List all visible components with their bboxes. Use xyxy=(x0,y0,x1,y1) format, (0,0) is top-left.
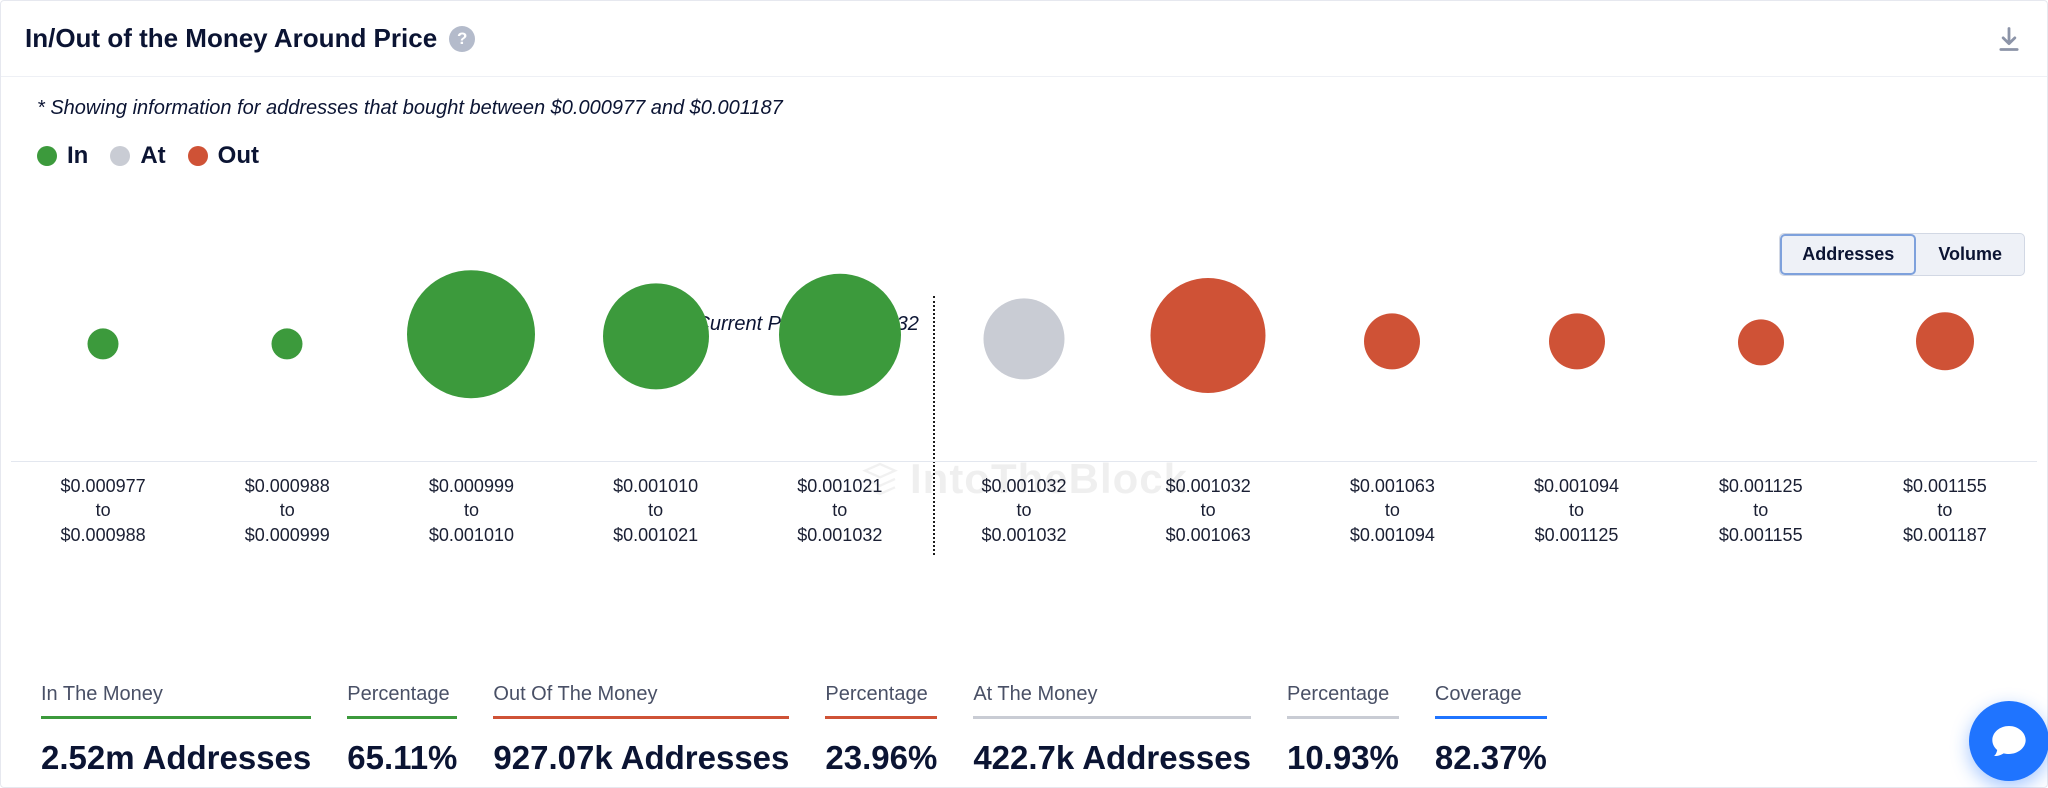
range-label: $0.000988to$0.000999 xyxy=(195,474,379,547)
bubble-cell xyxy=(1853,232,2037,461)
range-label: $0.001032to$0.001032 xyxy=(932,474,1116,547)
legend-item-out[interactable]: Out xyxy=(188,142,259,170)
bubble-cell xyxy=(1116,232,1300,461)
bubble-cell xyxy=(11,232,195,461)
bubble-cell xyxy=(564,232,748,461)
stat-value: 2.52m Addresses xyxy=(41,739,311,777)
range-label: $0.001125to$0.001155 xyxy=(1669,474,1853,547)
download-icon[interactable] xyxy=(1995,25,2023,53)
bubble[interactable] xyxy=(1916,312,1974,370)
help-icon[interactable]: ? xyxy=(449,26,475,52)
bubble-cell xyxy=(1669,232,1853,461)
bubble[interactable] xyxy=(1151,278,1266,393)
stat-block: Percentage 10.93% xyxy=(1287,683,1399,777)
range-label: $0.001155to$0.001187 xyxy=(1853,474,2037,547)
bubble-cell xyxy=(932,232,1116,461)
card-header: In/Out of the Money Around Price ? xyxy=(1,1,2047,77)
stat-value: 65.11% xyxy=(347,739,457,777)
range-label: $0.001010to$0.001021 xyxy=(564,474,748,547)
range-label: $0.001094to$0.001125 xyxy=(1484,474,1668,547)
stat-label: Coverage xyxy=(1435,683,1547,719)
stat-value: 82.37% xyxy=(1435,739,1547,777)
stat-block: At The Money 422.7k Addresses xyxy=(973,683,1251,777)
stat-value: 422.7k Addresses xyxy=(973,739,1251,777)
range-label: $0.000977to$0.000988 xyxy=(11,474,195,547)
card-title: In/Out of the Money Around Price xyxy=(25,23,437,54)
bubble-chart xyxy=(11,232,2037,462)
legend-item-in[interactable]: In xyxy=(37,142,88,170)
legend-label: Out xyxy=(218,142,259,170)
summary-stats: In The Money 2.52m Addresses Percentage 65.… xyxy=(41,683,2007,777)
legend-item-at[interactable]: At xyxy=(110,142,165,170)
bubble[interactable] xyxy=(272,328,303,359)
bubble[interactable] xyxy=(407,270,535,398)
bubble[interactable] xyxy=(1549,313,1605,369)
range-label: $0.001032to$0.001063 xyxy=(1116,474,1300,547)
legend-swatch xyxy=(188,146,208,166)
stat-block: Out Of The Money 927.07k Addresses xyxy=(493,683,789,777)
range-label: $0.000999to$0.001010 xyxy=(379,474,563,547)
chat-icon[interactable] xyxy=(1969,701,2048,781)
bubble[interactable] xyxy=(1738,319,1784,365)
range-note: * Showing information for addresses that… xyxy=(1,77,2047,120)
bubble-cell xyxy=(748,232,932,461)
bubble[interactable] xyxy=(88,328,119,359)
stat-label: At The Money xyxy=(973,683,1251,719)
stat-block: Percentage 65.11% xyxy=(347,683,457,777)
stat-label: In The Money xyxy=(41,683,311,719)
iotm-card: In/Out of the Money Around Price ? * Sho… xyxy=(0,0,2048,788)
bubble[interactable] xyxy=(603,283,709,389)
bubble[interactable] xyxy=(983,298,1064,379)
stat-label: Percentage xyxy=(1287,683,1399,719)
stat-value: 23.96% xyxy=(825,739,937,777)
stat-block: Percentage 23.96% xyxy=(825,683,937,777)
legend: In At Out xyxy=(1,120,2047,170)
bubble-cell xyxy=(1484,232,1668,461)
stat-value: 10.93% xyxy=(1287,739,1399,777)
stat-label: Out Of The Money xyxy=(493,683,789,719)
legend-label: In xyxy=(67,142,88,170)
bubble[interactable] xyxy=(1364,313,1420,369)
legend-swatch xyxy=(37,146,57,166)
bubble-cell xyxy=(379,232,563,461)
stat-value: 927.07k Addresses xyxy=(493,739,789,777)
range-label: $0.001063to$0.001094 xyxy=(1300,474,1484,547)
stat-block: In The Money 2.52m Addresses xyxy=(41,683,311,777)
bubble-cell xyxy=(195,232,379,461)
range-label: $0.001021to$0.001032 xyxy=(748,474,932,547)
legend-swatch xyxy=(110,146,130,166)
stat-label: Percentage xyxy=(825,683,937,719)
stat-block: Coverage 82.37% xyxy=(1435,683,1547,777)
range-axis: $0.000977to$0.000988$0.000988to$0.000999… xyxy=(11,474,2037,547)
stat-label: Percentage xyxy=(347,683,457,719)
legend-label: At xyxy=(140,142,165,170)
bubble-cell xyxy=(1300,232,1484,461)
bubble[interactable] xyxy=(779,273,901,395)
